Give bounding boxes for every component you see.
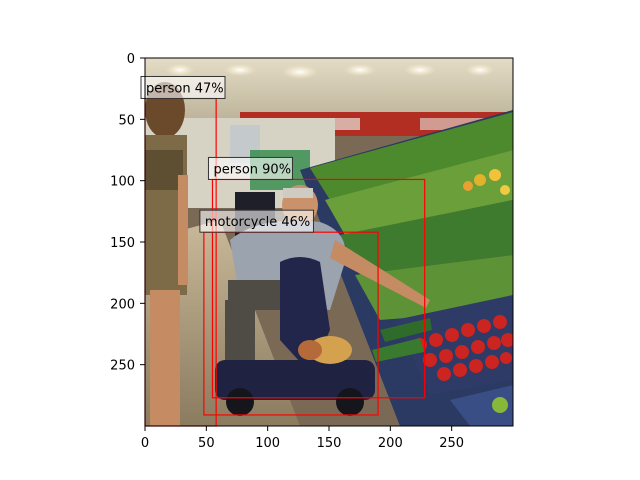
x-tick-label: 250 (439, 436, 464, 451)
y-tick-label: 100 (110, 175, 135, 190)
y-tick-label: 200 (110, 297, 135, 312)
y-tick-label: 150 (110, 236, 135, 251)
detection-label: motorcycle 46% (205, 215, 310, 230)
x-tick-label: 200 (378, 436, 403, 451)
detection-layer: person 47% person 90% motorcycle 46% (140, 75, 426, 427)
y-tick-label: 250 (110, 359, 135, 374)
detection-box (211, 178, 426, 399)
x-tick-label: 0 (141, 436, 149, 451)
y-tick-label: 50 (118, 113, 135, 128)
y-tick-label: 0 (127, 52, 135, 67)
detection-label-bg (207, 156, 293, 180)
x-tick-label: 100 (255, 436, 280, 451)
x-axis: 0 50 100 150 200 250 (141, 426, 464, 451)
detection-label: person 90% (213, 162, 291, 177)
x-tick-label: 50 (198, 436, 215, 451)
detection-label: person 47% (146, 81, 224, 96)
supermarket-photo (145, 58, 513, 426)
y-axis: 0 50 100 150 200 250 (110, 52, 145, 374)
detection-label-bg (199, 209, 314, 233)
detection-label-bg (140, 75, 226, 99)
x-tick-label: 150 (317, 436, 342, 451)
